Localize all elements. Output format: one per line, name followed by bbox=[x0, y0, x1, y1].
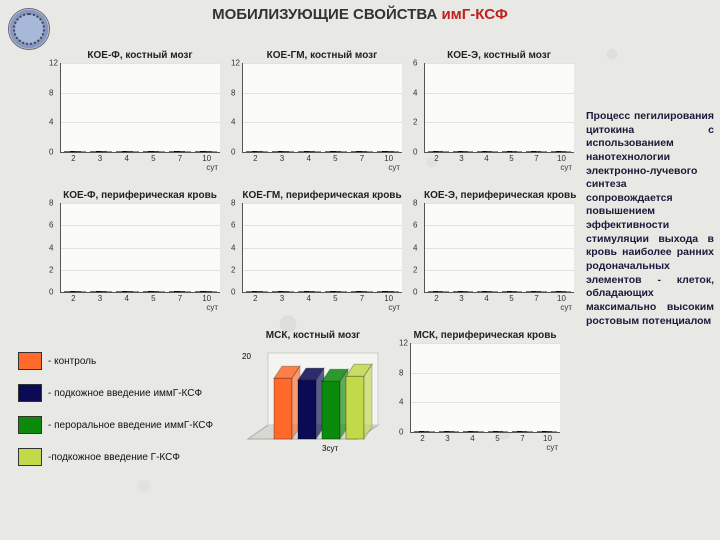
plot-area: 04812 bbox=[410, 343, 560, 433]
chart-title: КОЕ-Ф, периферическая кровь bbox=[60, 190, 220, 201]
legend-swatch bbox=[18, 416, 42, 434]
chart-title: КОЕ-Э, периферическая кровь bbox=[424, 190, 574, 201]
title-highlight: имГ-КСФ bbox=[441, 6, 507, 23]
legend-row: -подкожное введение Г-КСФ bbox=[18, 448, 213, 466]
svg-text:20: 20 bbox=[242, 352, 251, 361]
chart-c4: КОЕ-Ф, периферическая кровь024682345710с… bbox=[60, 190, 220, 312]
chart-c5: КОЕ-ГМ, периферическая кровь024682345710… bbox=[242, 190, 402, 312]
plot-area: 04812 bbox=[60, 63, 220, 153]
plot-area: 0246 bbox=[424, 63, 574, 153]
chart-c1: КОЕ-Ф, костный мозг048122345710сут bbox=[60, 50, 220, 172]
plot-3d: 20 3сут bbox=[238, 343, 388, 453]
legend-label: - контроль bbox=[48, 356, 96, 367]
chart-c7: МСК, костный мозг 20 3сут bbox=[238, 330, 388, 458]
chart-c2: КОЕ-ГМ, костный мозг048122345710сут bbox=[242, 50, 402, 172]
legend-row: - подкожное введение иммГ-КСФ bbox=[18, 384, 213, 402]
legend-row: - пероральное введение иммГ-КСФ bbox=[18, 416, 213, 434]
chart-c8: МСК, периферическая кровь048122345710сут bbox=[410, 330, 560, 452]
chart-title: МСК, периферическая кровь bbox=[410, 330, 560, 341]
plot-area: 02468 bbox=[242, 203, 402, 293]
chart-c6: КОЕ-Э, периферическая кровь024682345710с… bbox=[424, 190, 574, 312]
plot-area: 04812 bbox=[242, 63, 402, 153]
chart-title: КОЕ-ГМ, костный мозг bbox=[242, 50, 402, 61]
page-title: МОБИЛИЗУЮЩИЕ СВОЙСТВА имГ-КСФ bbox=[0, 6, 720, 23]
svg-text:3сут: 3сут bbox=[322, 444, 338, 453]
chart-title: КОЕ-Ф, костный мозг bbox=[60, 50, 220, 61]
chart-title: КОЕ-ГМ, периферическая кровь bbox=[242, 190, 402, 201]
chart-c3: КОЕ-Э, костный мозг02462345710сут bbox=[424, 50, 574, 172]
title-plain: МОБИЛИЗУЮЩИЕ СВОЙСТВА bbox=[212, 6, 441, 23]
plot-area: 02468 bbox=[424, 203, 574, 293]
sidebar-text: Процесс пегилирования цитокина с использ… bbox=[586, 110, 714, 328]
legend-label: - пероральное введение иммГ-КСФ bbox=[48, 420, 213, 431]
chart-title: МСК, костный мозг bbox=[238, 330, 388, 341]
legend-swatch bbox=[18, 352, 42, 370]
plot-area: 02468 bbox=[60, 203, 220, 293]
legend-label: -подкожное введение Г-КСФ bbox=[48, 452, 180, 463]
chart-title: КОЕ-Э, костный мозг bbox=[424, 50, 574, 61]
legend: - контроль - подкожное введение иммГ-КСФ -… bbox=[18, 352, 213, 480]
legend-swatch bbox=[18, 384, 42, 402]
legend-label: - подкожное введение иммГ-КСФ bbox=[48, 388, 202, 399]
legend-swatch bbox=[18, 448, 42, 466]
legend-row: - контроль bbox=[18, 352, 213, 370]
